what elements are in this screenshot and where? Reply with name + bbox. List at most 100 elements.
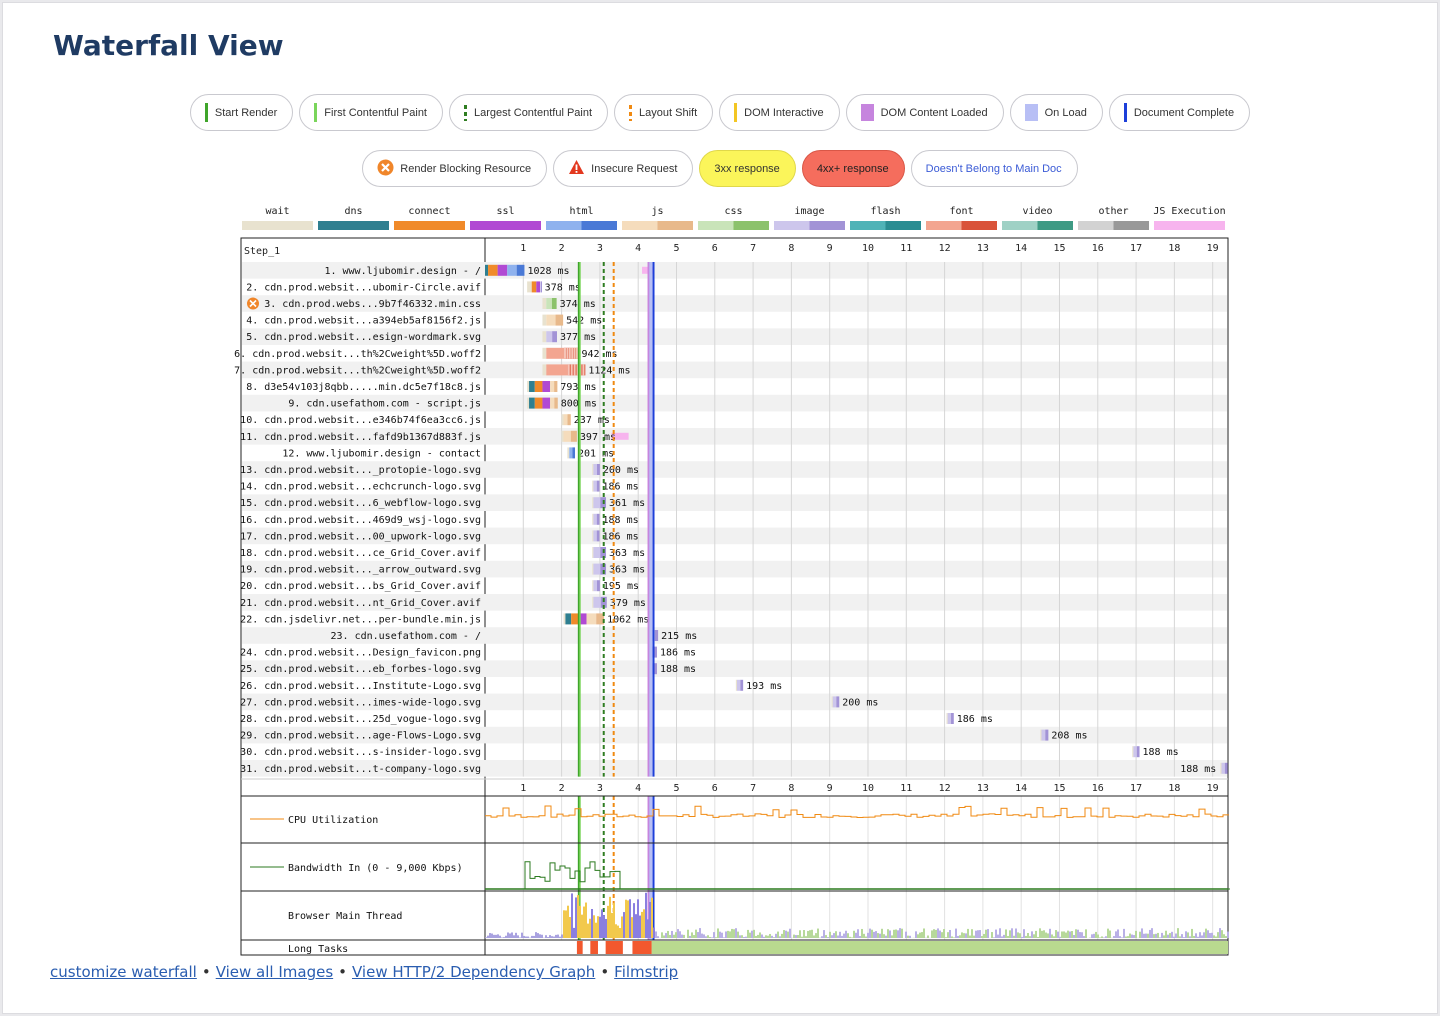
bar-wait	[542, 298, 547, 309]
bar-download	[554, 397, 558, 409]
legend-label: 4xx+ response	[816, 162, 889, 175]
link-separator: •	[338, 963, 347, 981]
time-tick-label: 18	[1168, 243, 1180, 254]
type-legend-swatch	[622, 221, 658, 230]
time-tick-label: 9	[827, 783, 833, 794]
bar-wait	[542, 331, 547, 343]
bar-download	[740, 679, 744, 691]
footer-link[interactable]: View all Images	[215, 963, 334, 981]
request-row[interactable]: 19. cdn.prod.websit..._arrow_outward.svg…	[240, 563, 645, 576]
bar-wait	[1220, 762, 1222, 774]
request-row[interactable]: 11. cdn.prod.websit...fafd9b1367d883f.js…	[240, 430, 629, 443]
bar-wait	[542, 347, 547, 359]
time-tick-label: 4	[635, 783, 641, 794]
row-stripe	[242, 726, 1227, 744]
time-tick-label: 2	[559, 783, 565, 794]
request-row[interactable]: 9. cdn.usefathom.com - script.js 800 ms	[288, 397, 597, 410]
time-tick-label: 14	[1015, 783, 1027, 794]
legend-label: On Load	[1044, 106, 1087, 119]
time-tick-label: 11	[900, 243, 912, 254]
type-legend-swatch	[961, 221, 997, 230]
type-legend-label: wait	[265, 206, 289, 217]
page-title: Waterfall View	[53, 29, 284, 62]
legend-swatch	[1123, 103, 1127, 122]
request-label: 19. cdn.prod.websit..._arrow_outward.svg	[240, 565, 481, 576]
request-row[interactable]: 13. cdn.prod.websit..._protopie-logo.svg…	[240, 464, 639, 476]
legend-label: Insecure Request	[591, 162, 678, 175]
request-row[interactable]: 26. cdn.prod.websit...Institute-Logo.svg…	[240, 679, 782, 692]
legend-label: 3xx response	[714, 162, 780, 175]
time-tick-label: 3	[597, 243, 603, 254]
bar-ttfb	[507, 264, 517, 276]
request-row[interactable]: 16. cdn.prod.websit...469d9_wsj-logo.svg…	[240, 513, 639, 526]
request-time-label: 542 ms	[566, 316, 602, 327]
bar-wait	[561, 414, 564, 426]
footer-link[interactable]: View HTTP/2 Dependency Graph	[352, 963, 596, 981]
request-row[interactable]: 7. cdn.prod.websit...th%2Cweight%5D.woff…	[234, 364, 630, 376]
time-tick-label: 1	[520, 783, 526, 794]
legend-swatch	[734, 103, 738, 122]
bar-wait	[592, 596, 594, 608]
bar-ttfb	[550, 381, 555, 392]
time-tick-label: 12	[939, 783, 951, 794]
request-row[interactable]: 20. cdn.prod.websit...bs_Grid_Cover.avif…	[240, 580, 639, 592]
type-legend-label: css	[724, 206, 742, 217]
bar-ssl	[542, 381, 551, 392]
request-row[interactable]: 2. cdn.prod.websit...ubomir-Circle.avif 3…	[246, 281, 581, 293]
request-row[interactable]: 5. cdn.prod.websit...esign-wordmark.svg 3…	[246, 331, 596, 343]
bar-download	[600, 596, 607, 608]
bar-dns	[565, 613, 572, 625]
bar-wait	[831, 696, 833, 708]
bar-download	[1045, 729, 1049, 741]
bar-dns	[529, 381, 535, 392]
request-row[interactable]: 10. cdn.prod.websit...e346b74f6ea3cc6.js…	[240, 414, 610, 426]
long-tasks-label: Long Tasks	[288, 944, 348, 955]
bar-chunk	[573, 347, 576, 359]
request-label: 4. cdn.prod.websit...a394eb5af8156f2.js	[246, 316, 481, 327]
request-time-label: 188 ms	[603, 515, 639, 526]
long-task-block	[605, 941, 623, 954]
milestone-legend: Start Render First Contentful Paint Larges…	[0, 94, 1440, 131]
row-stripe	[242, 394, 1227, 412]
bar-chunk	[576, 347, 579, 359]
request-label: 17. cdn.prod.websit...00_upwork-logo.svg	[240, 531, 481, 542]
time-tick-label: 17	[1130, 243, 1142, 254]
request-row[interactable]: 4. cdn.prod.websit...a394eb5af8156f2.js 5…	[246, 314, 602, 327]
row-stripe	[242, 660, 1227, 677]
bar-download	[836, 696, 840, 708]
request-row[interactable]: 28. cdn.prod.websit...25d_vogue-logo.svg…	[240, 713, 993, 725]
type-legend-label: connect	[408, 206, 450, 217]
footer-link[interactable]: Filmstrip	[614, 963, 679, 981]
request-time-label: 195 ms	[603, 581, 639, 592]
type-legend-label: flash	[870, 206, 900, 217]
request-row[interactable]: 30. cdn.prod.websit...s-insider-logo.svg…	[240, 746, 1179, 758]
bar-dns	[485, 264, 489, 276]
type-legend-swatch	[1078, 221, 1114, 230]
bar-wait	[567, 447, 570, 459]
request-row[interactable]: 21. cdn.prod.websit...nt_Grid_Cover.avif…	[240, 596, 646, 609]
request-row[interactable]: 14. cdn.prod.websit...echcrunch-logo.svg…	[240, 480, 639, 493]
request-label: 26. cdn.prod.websit...Institute-Logo.svg	[240, 681, 481, 692]
request-label: 28. cdn.prod.websit...25d_vogue-logo.svg	[240, 714, 481, 725]
type-legend-swatch	[394, 221, 465, 230]
request-label: 18. cdn.prod.websit...ce_Grid_Cover.avif	[240, 548, 481, 559]
time-tick-label: 1	[520, 243, 526, 254]
request-row[interactable]: 8. d3e54v103j8qbb.....min.dc5e7f18c8.js 7…	[246, 381, 597, 393]
request-row[interactable]: 6. cdn.prod.websit...th%2Cweight%5D.woff…	[234, 347, 618, 360]
request-row[interactable]: 22. cdn.jsdelivr.net...per-bundle.min.js…	[240, 613, 649, 625]
request-row[interactable]: 31. cdn.prod.websit...t-company-logo.svg…	[240, 762, 1228, 775]
request-row[interactable]: 3. cdn.prod.webs...9b7f46332.min.css 374 …	[247, 297, 596, 311]
blocking-icon	[377, 159, 394, 179]
bar-wait	[735, 679, 738, 691]
time-tick-label: 9	[827, 243, 833, 254]
footer-link[interactable]: customize waterfall	[50, 963, 197, 981]
row-stripe	[242, 560, 1227, 578]
bar-connect	[571, 613, 579, 625]
request-row[interactable]: 17. cdn.prod.websit...00_upwork-logo.svg…	[240, 530, 639, 542]
legend-flag-item: Doesn't Belong to Main Doc	[910, 150, 1078, 187]
request-row[interactable]: 12. www.ljubomir.design - contact 201 ms	[282, 447, 614, 459]
time-tick-label: 19	[1207, 783, 1219, 794]
request-row[interactable]: 27. cdn.prod.websit...imes-wide-logo.svg…	[240, 696, 878, 708]
bar-download	[516, 264, 525, 276]
request-row[interactable]: 29. cdn.prod.websit...age-Flows-Logo.svg…	[240, 729, 1088, 742]
